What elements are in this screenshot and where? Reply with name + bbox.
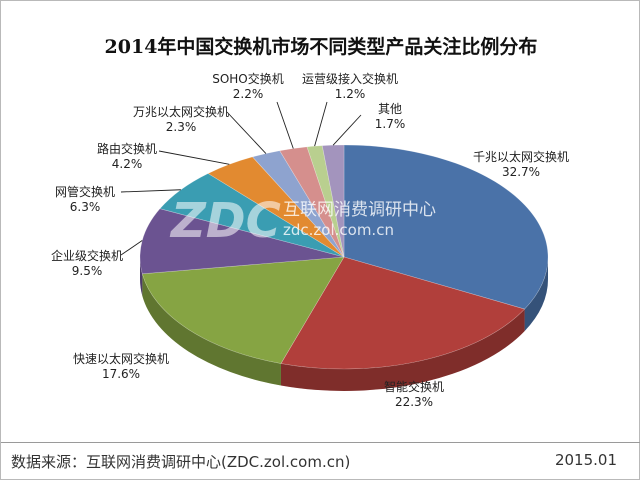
slice-value-label: 1.2%: [335, 87, 366, 101]
watermark-url: zdc.zol.com.cn: [283, 221, 394, 239]
watermark-name: 互联网消费调研中心: [283, 200, 436, 220]
watermark-logo: ZDC: [169, 193, 281, 249]
pie-slice-side-shade: [140, 257, 143, 296]
pie-slice-side: [280, 309, 525, 392]
pie-slice: [280, 256, 526, 370]
footer-date: 2015.01: [554, 451, 617, 469]
pie-slice-side-shade: [280, 309, 525, 392]
slice-value-label: 4.2%: [112, 157, 143, 171]
footer-divider: [1, 442, 640, 443]
leader-line: [332, 114, 362, 146]
pie-slice: [159, 173, 345, 258]
slice-label: 快速以太网交换机: [73, 351, 169, 366]
leader-line: [226, 111, 267, 154]
slice-label: 运营级接入交换机: [302, 71, 398, 86]
leader-line: [120, 240, 143, 256]
slice-label: 其他: [378, 102, 402, 116]
leader-line: [120, 189, 181, 193]
slice-label: SOHO交换机: [212, 71, 284, 86]
pie-slice: [141, 256, 345, 364]
footer-source: 数据来源：互联网消费调研中心(ZDC.zol.com.cn): [11, 453, 351, 471]
chart-title: 2014年中国交换机市场不同类型产品关注比例分布: [104, 36, 538, 58]
slice-label: 万兆以太网交换机: [133, 104, 229, 119]
slice-label: 千兆以太网交换机: [473, 149, 569, 164]
slice-label: 网管交换机: [55, 184, 115, 199]
slice-value-label: 32.7%: [502, 165, 540, 179]
leader-line: [158, 150, 230, 165]
pie-slice-side-shade: [142, 273, 281, 386]
pie-slice: [207, 156, 345, 258]
slice-label: 路由交换机: [97, 141, 157, 156]
slice-label: 智能交换机: [384, 379, 444, 394]
pie-slice-side: [140, 257, 143, 296]
slice-value-label: 2.2%: [233, 87, 264, 101]
pie-slice: [321, 144, 345, 258]
slice-label: 企业级交换机: [51, 248, 123, 263]
leader-line: [276, 101, 294, 149]
watermark: ZDC 互联网消费调研中心 zdc.zol.com.cn: [169, 193, 436, 249]
pie-chart: ZDC 互联网消费调研中心 zdc.zol.com.cn 千兆以太网交换机32.…: [51, 71, 569, 409]
slice-value-label: 1.7%: [375, 117, 406, 131]
pie-slice-side: [142, 273, 281, 386]
slice-value-label: 9.5%: [72, 264, 103, 278]
slice-value-label: 6.3%: [70, 200, 101, 214]
slice-value-label: 22.3%: [395, 395, 433, 409]
pie-slice-side-shade: [524, 257, 548, 332]
leader-line: [314, 101, 328, 147]
pie-slice: [139, 208, 345, 275]
pie-slice-side: [524, 257, 548, 332]
slice-value-label: 2.3%: [166, 120, 197, 134]
slice-value-label: 17.6%: [102, 367, 140, 381]
pie-slice: [343, 144, 549, 310]
